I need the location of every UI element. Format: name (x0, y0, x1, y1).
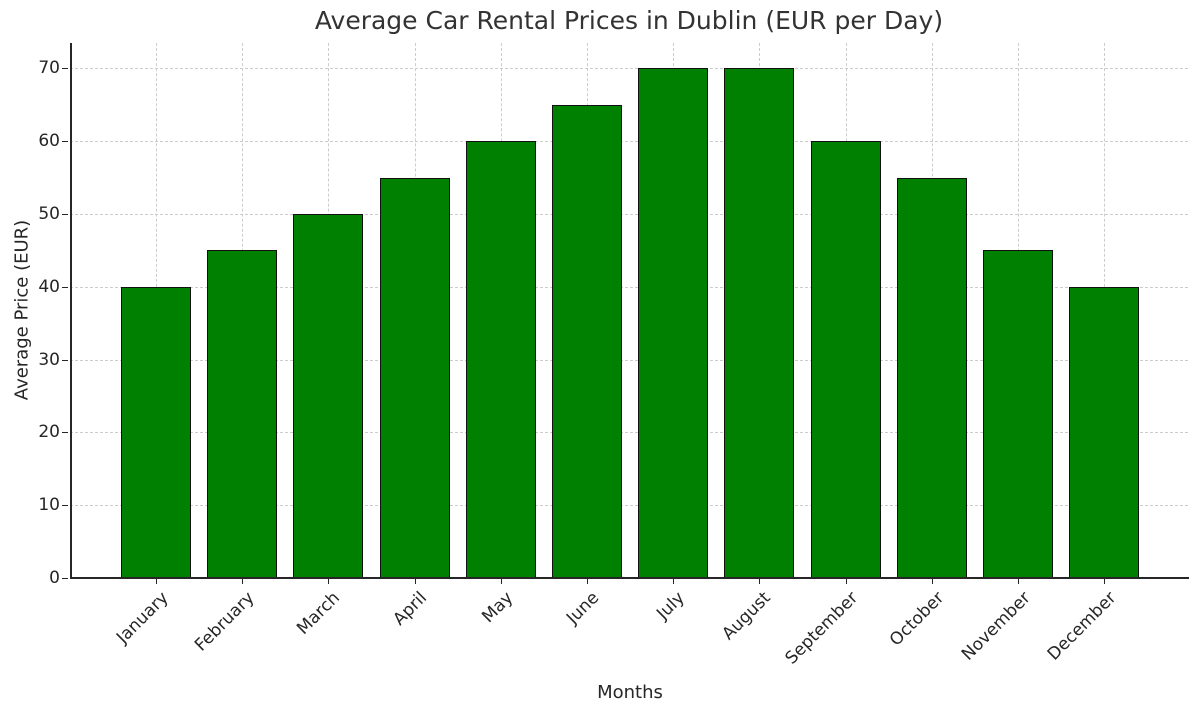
x-tick-mark (845, 578, 847, 584)
x-tick-mark (500, 578, 502, 584)
y-tick-mark (62, 214, 68, 216)
h-gridline (70, 432, 1188, 434)
bar-august (724, 68, 795, 579)
x-tick-label: October (885, 588, 948, 651)
y-tick-mark (62, 141, 68, 143)
y-tick-label: 60 (38, 131, 60, 152)
bar-january (121, 286, 191, 579)
y-axis-line (70, 43, 72, 579)
x-tick-mark (931, 578, 933, 584)
bar-june (552, 104, 622, 579)
chart-title: Average Car Rental Prices in Dublin (EUR… (314, 6, 944, 35)
y-tick-label: 10 (38, 495, 60, 516)
y-tick-label: 70 (38, 58, 60, 79)
h-gridline (70, 286, 1188, 288)
h-gridline (70, 505, 1188, 507)
bar-february (207, 250, 278, 579)
x-tick-label: July (653, 588, 689, 624)
x-tick-label: August (718, 588, 776, 645)
x-tick-label: January (112, 588, 173, 648)
h-gridline (70, 214, 1188, 216)
y-tick-label: 30 (38, 349, 60, 370)
bar-september (810, 141, 881, 579)
bar-april (379, 177, 450, 579)
x-axis-label: Months (597, 682, 663, 703)
h-gridline (70, 141, 1188, 143)
plot-area (70, 43, 1188, 579)
x-tick-mark (156, 578, 157, 584)
x-tick-label: December (1044, 588, 1121, 665)
bar-march (293, 214, 364, 579)
x-tick-label: May (478, 588, 518, 628)
bar-may (465, 141, 536, 579)
y-tick-label: 20 (38, 422, 60, 443)
x-tick-mark (673, 578, 675, 584)
x-tick-label: June (562, 588, 604, 629)
y-tick-label: 0 (49, 568, 60, 588)
x-tick-mark (242, 578, 244, 584)
y-tick-mark (62, 505, 68, 507)
x-tick-label: November (957, 588, 1035, 665)
bar-december (1069, 286, 1140, 579)
y-tick-mark (62, 359, 68, 361)
y-tick-label: 50 (38, 204, 60, 225)
bar-october (896, 177, 967, 579)
x-tick-mark (414, 578, 416, 584)
x-tick-mark (1104, 578, 1106, 584)
y-axis-label: Average Price (EUR) (11, 219, 33, 401)
x-tick-label: April (388, 588, 431, 630)
bar-july (638, 68, 709, 579)
x-axis-line (70, 577, 1189, 579)
x-tick-mark (1018, 578, 1019, 584)
y-tick-label: 40 (38, 276, 60, 297)
h-gridline (70, 68, 1188, 70)
y-tick-mark (62, 432, 68, 434)
x-tick-mark (328, 578, 330, 584)
bar-november (983, 250, 1053, 579)
h-gridline (70, 359, 1188, 361)
x-tick-label: March (293, 588, 345, 639)
y-tick-mark (62, 286, 68, 288)
x-tick-label: February (191, 588, 259, 656)
y-tick-mark (62, 68, 68, 70)
x-tick-label: September (781, 588, 862, 669)
y-tick-mark (62, 578, 68, 579)
x-tick-mark (587, 578, 588, 584)
x-tick-mark (759, 578, 761, 584)
